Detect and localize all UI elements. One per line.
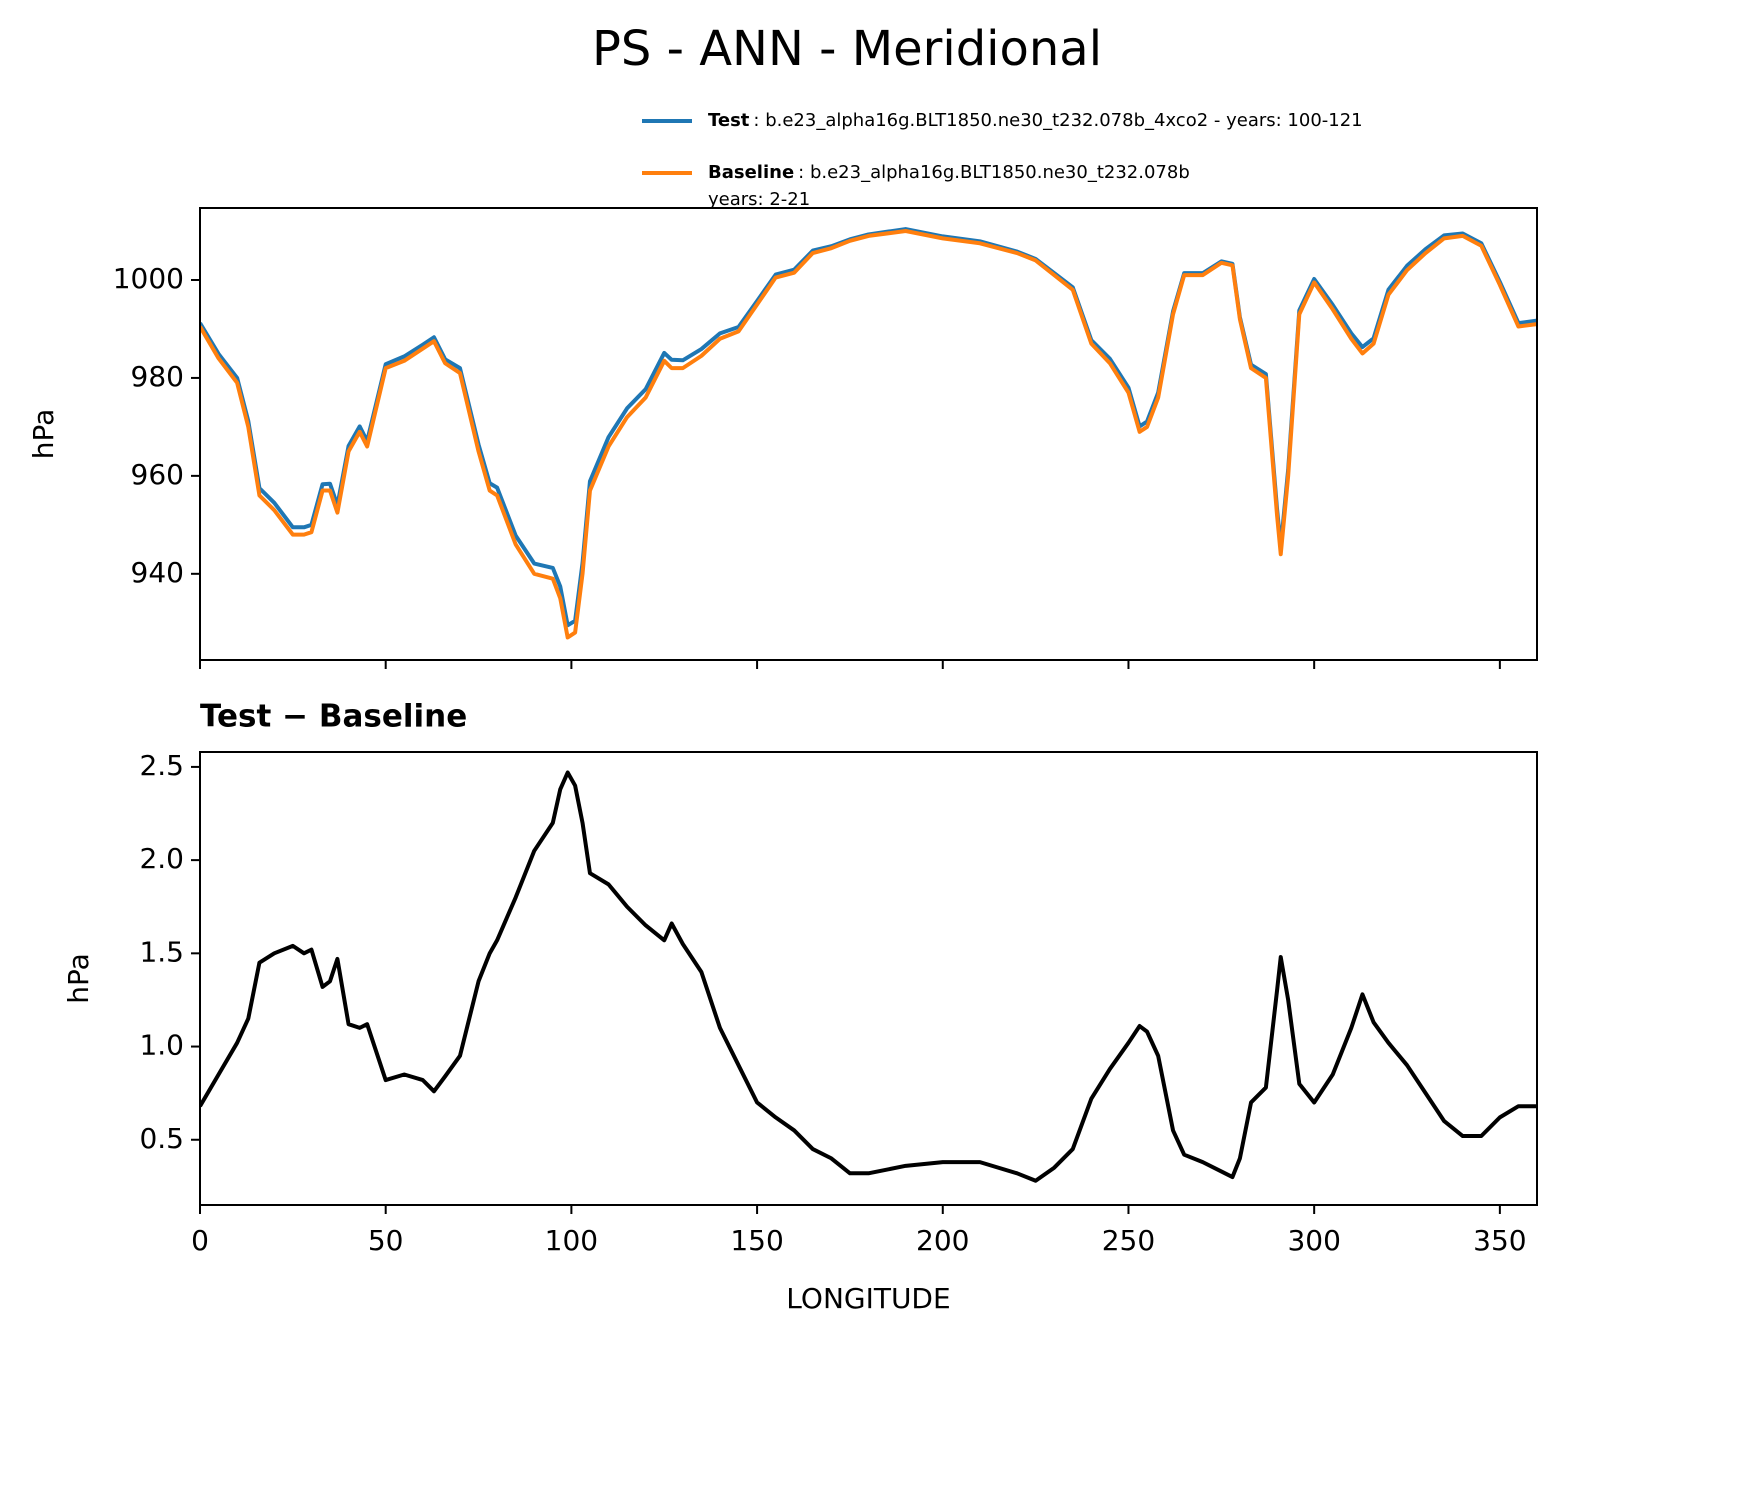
series-line (200, 770, 1537, 1183)
legend-text: : b.e23_alpha16g.BLT1850.ne30_t232.078b (798, 162, 1190, 183)
y-tick-label: 940 (131, 556, 184, 589)
x-tick-label: 0 (191, 1224, 209, 1257)
plot-frame (199, 207, 1538, 661)
x-tick-label: 200 (916, 1224, 969, 1257)
y-tick-label: 1000 (113, 262, 184, 295)
legend-name: Test (708, 110, 750, 131)
x-tick-label: 350 (1473, 1224, 1526, 1257)
y-axis-label: hPa (27, 409, 60, 460)
y-tick-label: 960 (131, 458, 184, 491)
legend-label: Test: b.e23_alpha16g.BLT1850.ne30_t232.0… (708, 110, 1363, 131)
legend-text: years: 2-21 (708, 189, 810, 210)
subplot-title: Test − Baseline (200, 699, 467, 735)
y-axis-label: hPa (62, 953, 95, 1004)
series-line (200, 229, 1537, 640)
legend-text: : b.e23_alpha16g.BLT1850.ne30_t232.078b_… (753, 110, 1362, 131)
legend-name: Baseline (708, 162, 794, 183)
x-tick-label: 150 (730, 1224, 783, 1257)
x-tick-label: 300 (1287, 1224, 1340, 1257)
y-tick-label: 980 (131, 360, 184, 393)
legend-label: Baseline: b.e23_alpha16g.BLT1850.ne30_t2… (708, 162, 1190, 183)
y-tick-label: 2.5 (139, 749, 184, 782)
y-tick-label: 0.5 (139, 1122, 184, 1155)
x-tick-label: 250 (1102, 1224, 1155, 1257)
x-tick-label: 100 (545, 1224, 598, 1257)
figure-title: PS - ANN - Meridional (592, 21, 1102, 77)
y-tick-label: 2.0 (139, 842, 184, 875)
x-tick-label: 50 (368, 1224, 404, 1257)
x-axis-label: LONGITUDE (786, 1282, 950, 1315)
series-line (200, 227, 1537, 628)
y-tick-label: 1.5 (139, 935, 184, 968)
plot-frame (199, 751, 1538, 1206)
y-tick-label: 1.0 (139, 1029, 184, 1062)
